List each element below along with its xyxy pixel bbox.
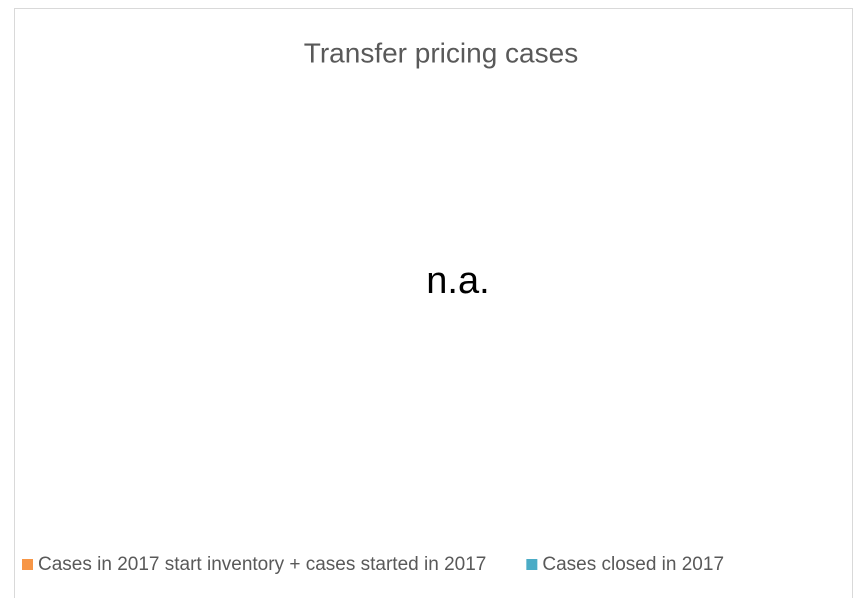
legend-label: Cases in 2017 start inventory + cases st…: [38, 554, 486, 575]
legend-label: Cases closed in 2017: [542, 554, 724, 575]
legend-swatch: [526, 559, 538, 570]
legend-swatch: [22, 559, 33, 570]
chart-frame: [14, 8, 853, 598]
annotation: n.a.: [426, 260, 489, 302]
chart-title: Transfer pricing cases: [304, 37, 578, 68]
